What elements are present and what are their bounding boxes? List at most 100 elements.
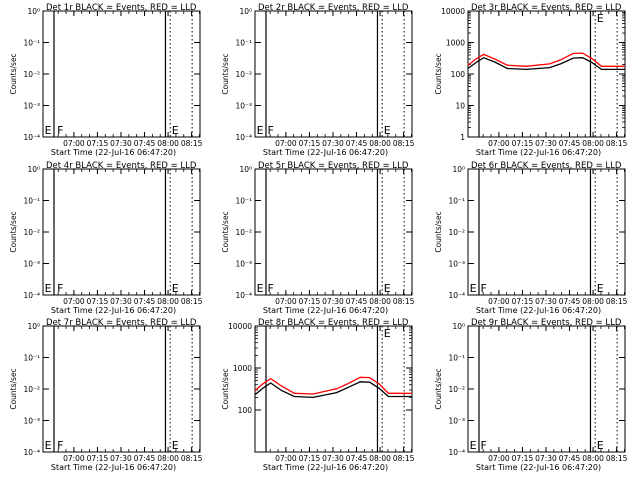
x-axis-label: Start Time (22-Jul-16 06:47:20) xyxy=(476,148,601,157)
panel-title: Det 3r BLACK = Events, RED = LLD xyxy=(471,3,622,13)
x-tick-label: 07:30 xyxy=(322,139,344,148)
x-tick-label: 08:15 xyxy=(606,454,628,463)
y-tick-label: 10⁻² xyxy=(235,70,252,79)
x-tick-label: 07:15 xyxy=(299,297,321,306)
y-tick-label: 10⁻³ xyxy=(448,260,465,269)
x-tick-label: 08:15 xyxy=(606,139,628,148)
detector-panel: Det 7r BLACK = Events, RED = LLD 10⁻⁴ 10⁻³… xyxy=(9,318,203,472)
x-tick-label: 07:15 xyxy=(299,139,321,148)
panel-title: Det 1r BLACK = Events, RED = LLD xyxy=(46,3,197,13)
x-axis-label: Start Time (22-Jul-16 06:47:20) xyxy=(263,306,388,315)
y-axis-label: Counts/sec xyxy=(9,211,18,252)
y-tick-label: 10⁻¹ xyxy=(448,354,465,363)
x-axis-label: Start Time (22-Jul-16 06:47:20) xyxy=(51,306,176,315)
panel-title: Det 4r BLACK = Events, RED = LLD xyxy=(46,161,197,171)
x-tick-label: 07:15 xyxy=(87,139,109,148)
marker-E: E xyxy=(384,282,391,295)
x-tick-label: 07:00 xyxy=(63,454,85,463)
y-tick-label: 10⁻² xyxy=(23,70,40,79)
x-tick-label: 07:45 xyxy=(134,139,156,148)
y-tick-label: 10⁻¹ xyxy=(23,39,40,48)
x-tick-label: 07:00 xyxy=(275,454,297,463)
x-tick-label: 07:45 xyxy=(559,139,581,148)
y-tick-label: 10⁰ xyxy=(27,7,40,16)
detector-panel: Det 5r BLACK = Events, RED = LLD 10⁻⁴ 10⁻³… xyxy=(221,161,415,315)
lld-series-line xyxy=(467,52,625,67)
x-tick-label: 07:00 xyxy=(63,297,85,306)
y-tick-label: 10⁰ xyxy=(452,165,465,174)
x-tick-label: 07:30 xyxy=(535,454,557,463)
marker-F: F xyxy=(57,439,63,452)
y-tick-label: 10⁰ xyxy=(239,7,252,16)
plot-frame xyxy=(42,325,201,453)
x-tick-label: 07:45 xyxy=(346,139,368,148)
x-tick-label: 07:00 xyxy=(275,297,297,306)
x-tick-label: 07:15 xyxy=(299,454,321,463)
y-tick-label: 10⁻³ xyxy=(235,102,252,111)
x-tick-label: 07:15 xyxy=(87,297,109,306)
y-tick-label: 10⁻² xyxy=(448,385,465,394)
y-tick-label: 10⁻³ xyxy=(448,417,465,426)
detector-panel: Det 2r BLACK = Events, RED = LLD 10⁻⁴ 10⁻³… xyxy=(221,3,415,157)
detector-panel: Det 6r BLACK = Events, RED = LLD 10⁻⁴ 10⁻³… xyxy=(434,161,628,315)
x-axis-label: Start Time (22-Jul-16 06:47:20) xyxy=(263,148,388,157)
plot-frame xyxy=(254,168,413,296)
y-tick-label: 1 xyxy=(460,133,465,142)
x-tick-label: 08:00 xyxy=(582,139,604,148)
x-axis-label: Start Time (22-Jul-16 06:47:20) xyxy=(476,463,601,472)
marker-F: F xyxy=(481,439,487,452)
x-tick-label: 07:30 xyxy=(110,297,132,306)
x-tick-label: 07:30 xyxy=(535,139,557,148)
x-tick-label: 07:15 xyxy=(512,297,534,306)
detector-panel: Det 4r BLACK = Events, RED = LLD 10⁻⁴ 10⁻³… xyxy=(9,161,203,315)
plot-frame xyxy=(467,10,626,138)
y-tick-label: 10⁻² xyxy=(448,228,465,237)
events-series-line xyxy=(254,381,412,399)
y-tick-label: 10⁰ xyxy=(239,165,252,174)
y-tick-label: 10⁰ xyxy=(27,165,40,174)
x-tick-label: 07:30 xyxy=(110,139,132,148)
y-tick-label: 10⁻² xyxy=(23,228,40,237)
x-tick-label: 07:00 xyxy=(488,454,510,463)
y-tick-label: 10⁻³ xyxy=(23,260,40,269)
x-tick-label: 07:00 xyxy=(488,297,510,306)
marker-E: E xyxy=(172,124,179,137)
y-tick-label: 1000 xyxy=(233,364,252,373)
y-tick-label: 10⁻² xyxy=(23,385,40,394)
y-tick-label: 10000 xyxy=(441,7,465,16)
y-tick-label: 10⁻¹ xyxy=(235,197,252,206)
x-tick-label: 07:30 xyxy=(535,297,557,306)
x-tick-label: 07:00 xyxy=(275,139,297,148)
x-tick-label: 08:00 xyxy=(369,297,391,306)
y-tick-label: 10⁻¹ xyxy=(235,39,252,48)
x-axis-label: Start Time (22-Jul-16 06:47:20) xyxy=(51,148,176,157)
marker-E: E xyxy=(384,124,391,137)
y-tick-label: 10⁻³ xyxy=(235,260,252,269)
y-tick-label: 100 xyxy=(238,406,253,415)
y-axis-label: Counts/sec xyxy=(9,53,18,94)
detector-panel: Det 8r BLACK = Events, RED = LLD 100 1000 1… xyxy=(221,318,415,472)
x-tick-label: 07:15 xyxy=(512,454,534,463)
x-tick-label: 07:30 xyxy=(322,454,344,463)
x-tick-label: 08:00 xyxy=(369,139,391,148)
y-tick-label: 10⁻⁴ xyxy=(235,133,252,142)
y-tick-label: 10⁻¹ xyxy=(23,354,40,363)
x-tick-label: 07:15 xyxy=(87,454,109,463)
y-tick-label: 10⁻¹ xyxy=(448,197,465,206)
panel-title: Det 9r BLACK = Events, RED = LLD xyxy=(471,318,622,328)
x-axis-label: Start Time (22-Jul-16 06:47:20) xyxy=(476,306,601,315)
plot-frame xyxy=(42,10,201,138)
panel-title: Det 5r BLACK = Events, RED = LLD xyxy=(258,161,409,171)
plot-frame xyxy=(42,168,201,296)
marker-E: E xyxy=(45,439,52,452)
marker-F: F xyxy=(268,124,274,137)
x-axis-label: Start Time (22-Jul-16 06:47:20) xyxy=(263,463,388,472)
detector-panel: Det 3r BLACK = Events, RED = LLD 1 10 100 10… xyxy=(434,3,628,157)
x-tick-label: 07:30 xyxy=(110,454,132,463)
x-axis-label: Start Time (22-Jul-16 06:47:20) xyxy=(51,463,176,472)
x-tick-label: 08:00 xyxy=(369,454,391,463)
x-tick-label: 07:45 xyxy=(559,297,581,306)
y-axis-label: Counts/sec xyxy=(9,368,18,409)
y-tick-label: 1000 xyxy=(446,39,465,48)
